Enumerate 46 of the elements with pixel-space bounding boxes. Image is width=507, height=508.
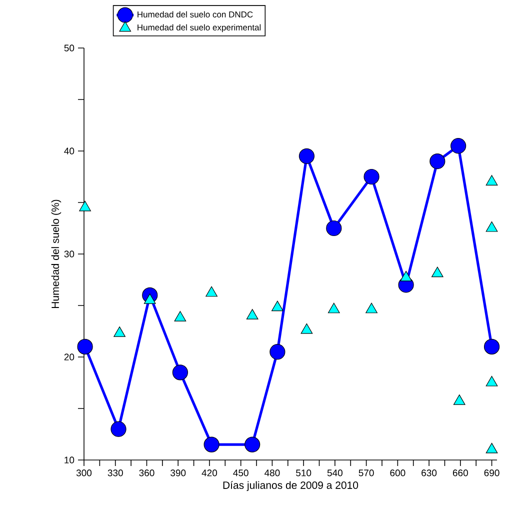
point [431,266,444,278]
point [174,311,186,322]
x-tick-label: 420 [202,470,218,476]
point [326,220,342,236]
x-tick-label: 450 [233,470,248,476]
point [430,153,446,170]
point [272,300,284,312]
legend-label: Humedad del suelo experimental [138,24,261,32]
legend-label: Humedad del suelo con DNDC [138,11,253,18]
x-tick-label: 300 [76,470,92,476]
point [364,168,380,185]
point [486,442,498,454]
x-tick-label: 600 [390,470,406,476]
y-tick-label: 10 [64,456,74,464]
point [366,302,378,314]
point [400,270,412,282]
point [206,286,218,297]
x-tick-label: 510 [296,470,312,476]
point [486,376,498,386]
x-tick-label: 540 [327,470,342,476]
x-tick-label: 570 [358,470,374,476]
point [453,394,466,405]
point [486,175,498,186]
point [298,148,315,164]
point [328,302,340,314]
x-axis-title: Días julianos de 2009 a 2010 [223,481,358,491]
y-axis-title: Humedad del suelo (%) [51,200,62,308]
y-tick-label: 30 [64,250,74,258]
x-tick-label: 660 [452,470,468,476]
y-tick-label: 20 [64,354,74,360]
point [300,323,313,334]
point [484,338,500,354]
point [246,308,258,320]
y-tick-label: 50 [64,44,74,52]
x-tick-label: 690 [484,470,500,476]
x-tick-label: 630 [422,470,437,476]
point [450,138,466,154]
x-tick-label: 480 [264,470,280,476]
point [77,338,93,354]
point [114,326,126,337]
point [79,200,91,212]
y-tick-label: 40 [64,148,74,154]
x-tick-label: 360 [139,470,154,476]
point [486,221,498,232]
x-tick-label: 330 [108,470,123,476]
x-tick-label: 390 [170,470,186,476]
